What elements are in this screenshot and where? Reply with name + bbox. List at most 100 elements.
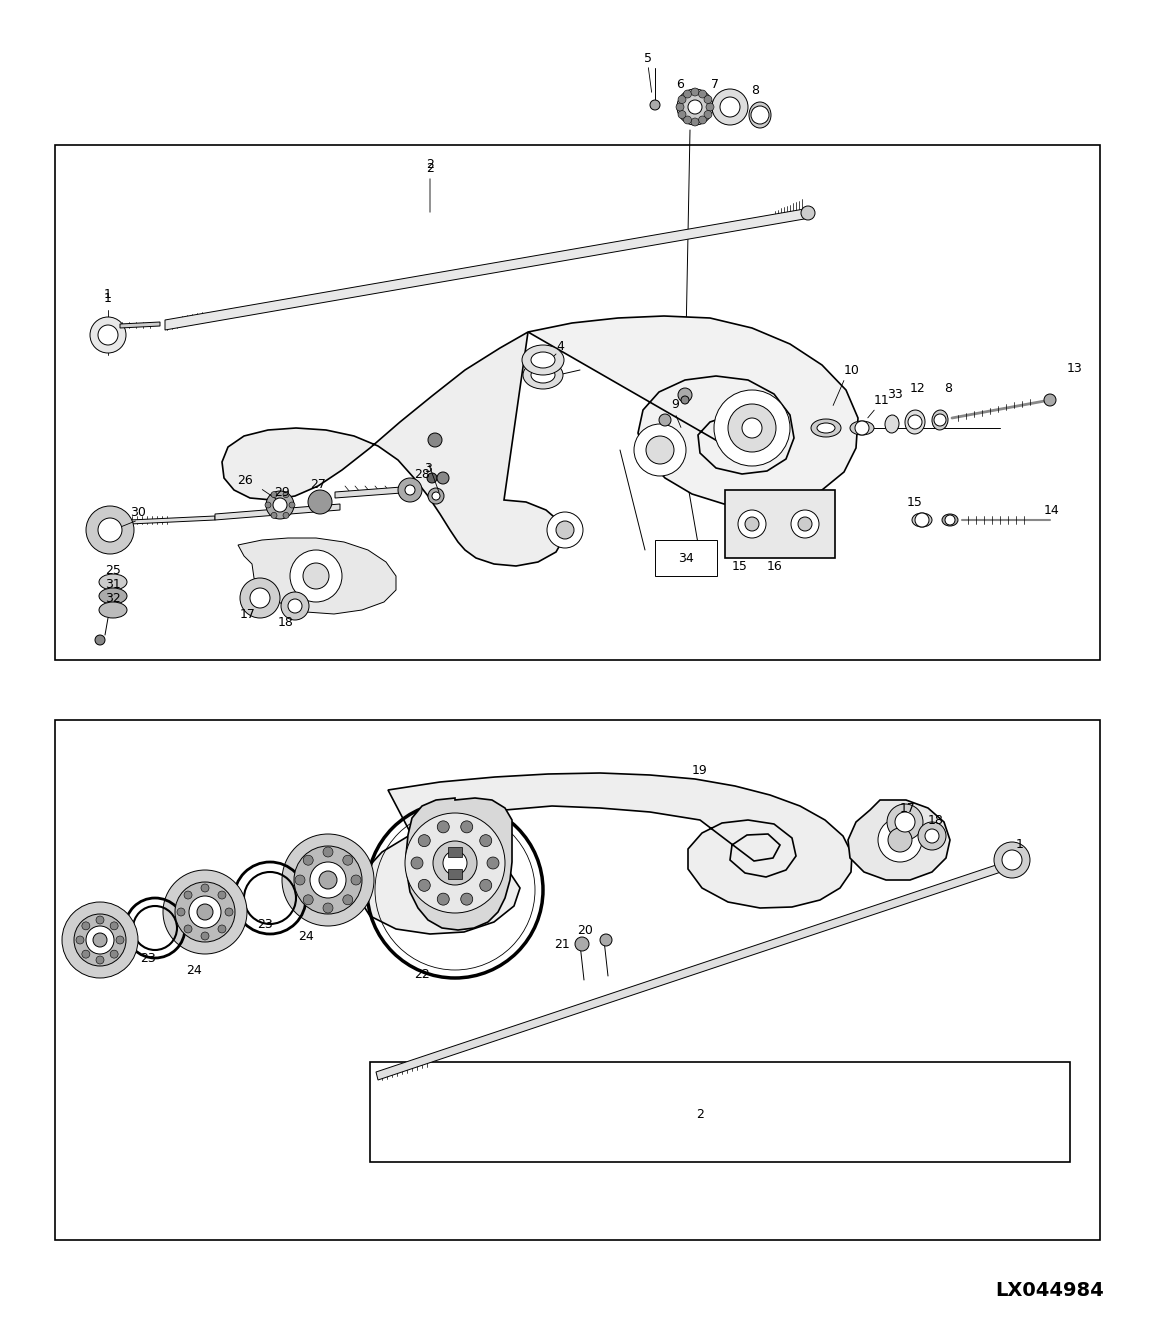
Text: 23: 23 <box>140 951 156 964</box>
Circle shape <box>183 924 192 932</box>
Text: 27: 27 <box>310 477 326 490</box>
Circle shape <box>342 855 353 866</box>
Circle shape <box>487 856 499 868</box>
Circle shape <box>437 472 449 484</box>
Circle shape <box>634 424 686 476</box>
Text: 34: 34 <box>679 551 694 565</box>
Circle shape <box>91 317 126 353</box>
Text: 33: 33 <box>887 389 903 401</box>
Text: 23: 23 <box>258 918 273 931</box>
Circle shape <box>198 904 213 920</box>
Ellipse shape <box>749 103 771 128</box>
Circle shape <box>946 515 955 525</box>
Text: 3: 3 <box>425 461 432 474</box>
Text: 32: 32 <box>105 591 121 605</box>
Circle shape <box>98 325 118 345</box>
Circle shape <box>303 563 329 589</box>
Ellipse shape <box>99 602 127 618</box>
Circle shape <box>270 492 278 498</box>
Circle shape <box>688 100 702 115</box>
Circle shape <box>282 834 374 926</box>
Text: 22: 22 <box>414 968 430 982</box>
Circle shape <box>283 492 289 498</box>
Circle shape <box>915 513 929 527</box>
Circle shape <box>547 511 583 547</box>
Text: 24: 24 <box>299 930 314 943</box>
Circle shape <box>650 100 660 111</box>
Circle shape <box>659 414 671 426</box>
Ellipse shape <box>532 352 555 368</box>
Circle shape <box>310 862 346 898</box>
Text: LX044984: LX044984 <box>996 1280 1104 1300</box>
Polygon shape <box>848 801 950 880</box>
Bar <box>448 868 462 879</box>
Text: 4: 4 <box>556 340 564 353</box>
Text: 18: 18 <box>928 814 944 826</box>
Text: 21: 21 <box>554 938 570 951</box>
Circle shape <box>691 119 699 127</box>
Bar <box>370 1062 1070 1162</box>
Circle shape <box>437 821 449 832</box>
Text: 11: 11 <box>874 393 890 406</box>
Circle shape <box>676 103 684 111</box>
Ellipse shape <box>942 514 958 526</box>
Circle shape <box>273 498 287 511</box>
Circle shape <box>679 388 691 402</box>
Circle shape <box>480 879 492 891</box>
Text: 8: 8 <box>751 84 759 96</box>
Circle shape <box>677 89 713 125</box>
Circle shape <box>994 842 1030 878</box>
Circle shape <box>62 902 138 978</box>
Circle shape <box>163 870 247 954</box>
Text: 6: 6 <box>676 79 684 92</box>
Text: 25: 25 <box>105 563 121 577</box>
Circle shape <box>681 396 689 404</box>
Circle shape <box>878 818 922 862</box>
Circle shape <box>699 116 707 124</box>
Circle shape <box>270 513 278 518</box>
Circle shape <box>308 490 332 514</box>
Circle shape <box>405 485 415 496</box>
Ellipse shape <box>817 424 835 433</box>
Circle shape <box>86 926 114 954</box>
Ellipse shape <box>933 410 948 430</box>
Circle shape <box>799 517 811 531</box>
Text: 13: 13 <box>1067 361 1083 374</box>
Circle shape <box>225 908 233 916</box>
Text: 16: 16 <box>767 559 783 573</box>
Circle shape <box>288 599 302 613</box>
Circle shape <box>720 97 740 117</box>
Bar <box>55 721 1100 1240</box>
Circle shape <box>323 847 333 856</box>
Ellipse shape <box>906 410 926 434</box>
Text: 10: 10 <box>844 364 860 377</box>
Circle shape <box>437 894 449 906</box>
Text: 1: 1 <box>103 292 112 305</box>
Circle shape <box>895 813 915 832</box>
Text: 7: 7 <box>711 79 719 92</box>
Text: 30: 30 <box>131 506 146 518</box>
Ellipse shape <box>532 368 555 384</box>
Circle shape <box>1002 850 1022 870</box>
Circle shape <box>746 517 759 531</box>
Text: 15: 15 <box>907 496 923 509</box>
Circle shape <box>319 871 338 888</box>
Circle shape <box>240 578 280 618</box>
Text: 26: 26 <box>238 473 253 486</box>
Bar <box>55 145 1100 659</box>
Circle shape <box>266 492 294 519</box>
Circle shape <box>201 932 209 940</box>
Circle shape <box>218 891 226 899</box>
Circle shape <box>432 492 440 500</box>
Circle shape <box>433 840 477 884</box>
Circle shape <box>855 421 869 436</box>
Circle shape <box>295 875 305 884</box>
Polygon shape <box>120 322 160 328</box>
Circle shape <box>801 206 815 220</box>
Circle shape <box>111 922 118 930</box>
Text: 12: 12 <box>910 381 926 394</box>
Circle shape <box>480 835 492 847</box>
Circle shape <box>250 587 270 607</box>
Circle shape <box>410 856 423 868</box>
Circle shape <box>711 89 748 125</box>
